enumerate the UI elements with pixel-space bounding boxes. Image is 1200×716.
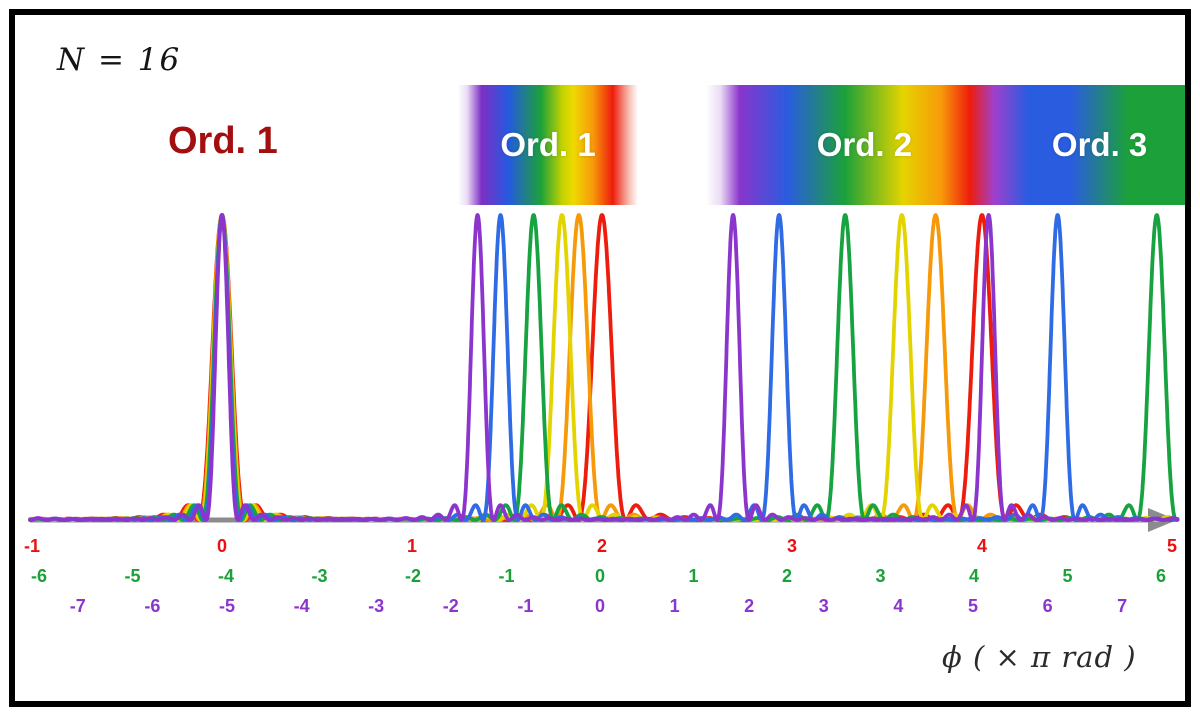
axis-tick-label-green: -6	[30, 566, 48, 586]
axis-tick-label-purple: 1	[669, 596, 680, 616]
axis-tick-label-purple: 7	[1117, 596, 1128, 616]
axis-tick-label-purple: 4	[893, 596, 904, 616]
axis-tick-label-purple: -5	[218, 596, 236, 616]
axis-tick-label-purple: -4	[293, 596, 310, 616]
axis-tick-label-purple: -1	[517, 596, 534, 616]
order3-label: Ord. 3	[1051, 126, 1148, 163]
spectrum-bar-orders2-3: Ord. 2 Ord. 3	[706, 85, 1186, 205]
axis-tick-label-green: 3	[875, 566, 886, 586]
axis-tick-label-green: -3	[311, 566, 328, 586]
axis-tick-label-green: -5	[124, 566, 141, 586]
axis-tick-label-green: 2	[781, 566, 793, 586]
n-value-label: N = 16	[57, 42, 182, 78]
spectrum-bar-order1: Ord. 1	[458, 85, 638, 205]
series-curve-purple	[28, 213, 1180, 522]
axis-tick-label-red: 4	[976, 536, 988, 556]
axis-tick-label-green: 6	[1155, 566, 1167, 586]
axis-tick-label-red: 1	[406, 536, 418, 556]
axis-tick-label-purple: -7	[69, 596, 86, 616]
series-curve-red	[28, 213, 1180, 522]
axis-tick-label-purple: 3	[818, 596, 829, 616]
axis-tick-label-green: -2	[404, 566, 422, 586]
axis-tick-label-red: 0	[216, 536, 228, 556]
axis-tick-label-red: -1	[23, 536, 41, 556]
axis-tick-label-purple: -2	[442, 596, 459, 616]
axis-tick-label-green: -4	[217, 566, 235, 586]
series-curve-blue	[28, 213, 1180, 522]
axis-tick-label-purple: 2	[744, 596, 755, 616]
phase-axis-caption: ϕ ( × π rad )	[942, 640, 1137, 674]
axis-tick-label-green: 5	[1062, 566, 1073, 586]
series-curve-yellow	[28, 213, 1180, 522]
series-curve-orange	[28, 213, 1180, 522]
axis-tick-label-green: 4	[968, 566, 980, 586]
axis-tick-label-green: 1	[688, 566, 699, 586]
axis-tick-label-purple: 6	[1042, 596, 1053, 616]
axis-tick-label-red: 3	[786, 536, 798, 556]
axis-tick-label-green: -1	[498, 566, 515, 586]
axis-tick-label-purple: 0	[594, 596, 606, 616]
axis-tick-label-purple: -3	[368, 596, 385, 616]
axis-tick-label-red: 5	[1166, 536, 1178, 556]
order2-label: Ord. 2	[816, 126, 913, 163]
series-curve-green	[28, 213, 1180, 522]
spectrum-bar-order1-label: Ord. 1	[500, 126, 596, 163]
axis-tick-label-red: 2	[596, 536, 608, 556]
order1-left-label: Ord. 1	[168, 120, 278, 162]
axis-tick-label-green: 0	[594, 566, 606, 586]
axis-tick-label-purple: -6	[144, 596, 161, 616]
axis-tick-label-purple: 5	[967, 596, 979, 616]
